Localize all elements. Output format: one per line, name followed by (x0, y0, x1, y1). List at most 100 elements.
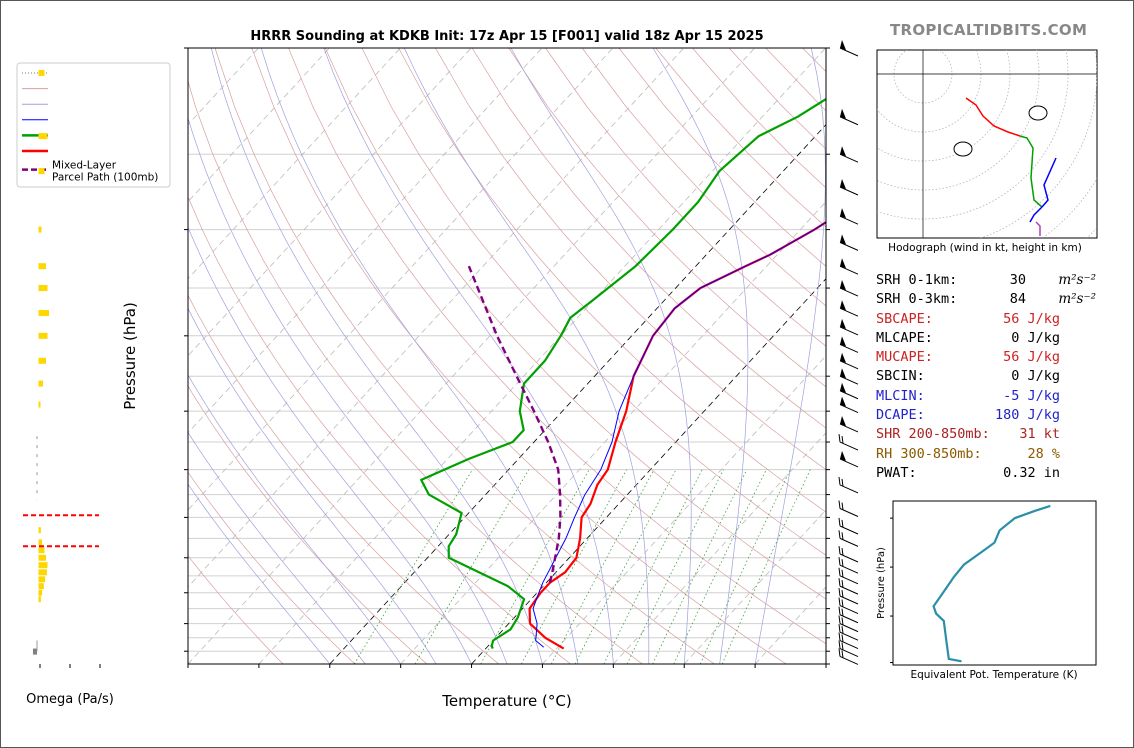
omega-bar (38, 357, 46, 364)
wind-barb-feather (841, 547, 844, 556)
wind-barb-staff (839, 423, 859, 433)
skewt-xlabel: Temperature (°C) (441, 692, 571, 710)
wind-barb (838, 476, 859, 494)
index-row: PWAT: 0.32 in (876, 465, 1096, 484)
pseudoadiabat (188, 431, 366, 664)
dry-adiabat (188, 555, 284, 664)
index-unit: m²s⁻² (1058, 291, 1096, 308)
mixing-ratio-line (626, 469, 724, 664)
wind-barb-feather (841, 569, 844, 578)
wind-barb-flag (840, 234, 846, 245)
hodograph-trace-mid (1019, 135, 1043, 208)
wind-barb (838, 640, 859, 658)
mixing-ratio-line (480, 469, 590, 664)
wind-barb-feather (841, 502, 844, 510)
omega-bar (38, 263, 46, 270)
wind-barb-feather (838, 640, 841, 649)
isotherm-line (258, 48, 826, 664)
wind-barb-staff (839, 287, 859, 297)
theta-e-frame (892, 500, 1097, 666)
wind-barb-feather (838, 597, 841, 606)
index-row: SRH 0-3km: 84 m²s⁻² (876, 291, 1096, 310)
omega-bar (38, 539, 43, 546)
index-label: RH 300-850mb: (876, 445, 982, 462)
omega-bar (38, 596, 41, 603)
index-value: 0 J/kg (1011, 368, 1060, 385)
dry-adiabat (251, 48, 787, 664)
omega-bar (38, 569, 47, 576)
index-label: SBCIN: (876, 368, 925, 385)
omega-bar (38, 332, 48, 339)
dry-adiabat (188, 196, 571, 664)
omega-bar (38, 133, 48, 140)
wind-barb-staff (839, 360, 859, 370)
wind-barb-flag (840, 179, 846, 190)
skewt-axes-frame (187, 47, 827, 665)
wind-barb (839, 40, 859, 57)
wind-barb (838, 615, 859, 633)
wind-barb-feather (838, 557, 841, 566)
hodograph-frame (876, 49, 1098, 239)
skewt-title: HRRR Sounding at KDKB Init: 17z Apr 15 [… (250, 29, 763, 44)
theta-e-ylabel: Pressure (hPa) (876, 547, 887, 619)
wind-barb (839, 179, 859, 196)
dry-adiabat (545, 48, 826, 347)
index-label: PWAT: (876, 464, 917, 481)
index-value: 30 (1009, 272, 1026, 288)
dewpoint-line (420, 97, 826, 650)
wind-barb (839, 382, 859, 400)
storm-motion-marker (953, 141, 973, 157)
wind-barb-feather (838, 606, 841, 615)
wind-barb-flag (840, 280, 846, 291)
wind-barb-flag (840, 258, 846, 269)
wind-barb-staff (839, 404, 859, 413)
wind-barb-staff (839, 343, 859, 353)
skewt-ticks (184, 47, 830, 668)
wind-barb (838, 606, 859, 624)
legend-label-line: Parcel Path (100mb) (52, 172, 158, 184)
theta-e-xlabel: Equivalent Pot. Temperature (K) (910, 669, 1077, 681)
omega-xlabel: Omega (Pa/s) (26, 692, 114, 707)
index-label: MUCAPE: (876, 349, 933, 366)
wind-barb-flag (840, 300, 846, 311)
wind-barb-feather (838, 433, 841, 443)
dry-adiabat (508, 48, 826, 388)
mixing-ratio-line (652, 469, 748, 664)
index-value: 180 J/kg (994, 407, 1060, 424)
storm-motion-marker (1028, 105, 1048, 121)
wind-barb-feather (838, 567, 841, 576)
temperature-line (528, 220, 826, 650)
wind-barb-staff (839, 116, 859, 126)
pseudoadiabat (323, 48, 614, 664)
wind-barb (839, 108, 859, 126)
wind-barb-feather (841, 559, 844, 567)
wind-barb (838, 578, 859, 595)
omega-bar (38, 547, 45, 554)
dry-adiabat (188, 471, 356, 664)
wind-barb-feather (838, 615, 841, 624)
index-row: MUCAPE: 56 J/kg (876, 349, 1096, 368)
wind-barb (839, 450, 859, 468)
wind-barb (838, 517, 859, 535)
wind-barb (838, 648, 859, 665)
index-value: 0.32 in (1003, 464, 1060, 481)
wind-barb-flag (840, 146, 846, 157)
hodograph-trace-top (1035, 221, 1041, 236)
wind-barb (839, 415, 859, 433)
hodograph-trace-low (965, 97, 1021, 137)
mixing-ratio-line (721, 469, 811, 664)
wind-barb-feather (841, 435, 844, 444)
wind-barb (839, 146, 859, 163)
omega-panel (23, 69, 101, 668)
wind-barb-feather (841, 519, 844, 528)
wind-barb-flag (840, 382, 846, 393)
index-row: MLCIN: -5 J/kg (876, 388, 1096, 407)
hodograph-plot (877, 50, 1097, 238)
wind-barb-feather (841, 532, 844, 540)
skewt-ylabel: Pressure (hPa) (121, 302, 139, 410)
wind-barb-staff (839, 153, 859, 163)
wind-barb-feather (838, 624, 841, 633)
omega-bar (38, 168, 45, 175)
sounding-indices: SRH 0-1km: 30 m²s⁻² SRH 0-3km: 84 m²s⁻² SBCAPE… (876, 272, 1096, 484)
